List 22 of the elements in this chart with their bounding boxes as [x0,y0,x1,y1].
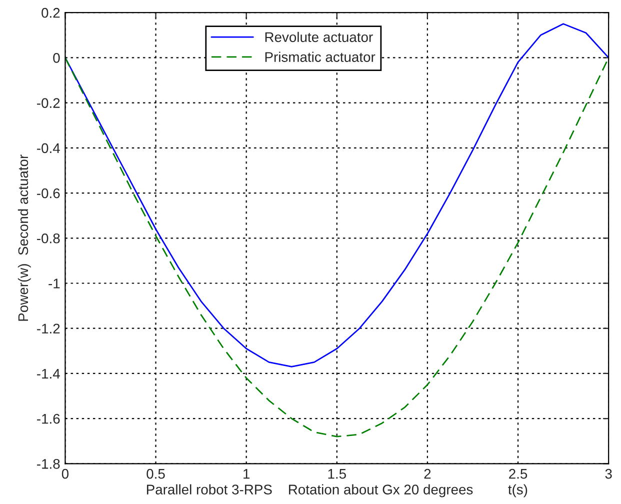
y-tick-label: -1.4 [37,368,60,378]
y-tick-label: -1 [48,278,60,288]
x-tick-label: 0 [62,468,69,479]
y-tick-label: -0.2 [37,98,60,108]
x-tick-label: 2 [424,468,431,479]
x-tick-label: 0.5 [146,468,165,479]
y-tick-label: -1.8 [37,459,60,469]
x-tick-label: 3 [605,468,612,479]
y-tick-label: 0 [53,53,60,63]
y-tick-label: -0.6 [37,188,60,198]
y-tick-label: -1.6 [37,414,60,424]
x-tick-label: 2.5 [509,468,528,479]
y-tick-label: -0.4 [37,143,60,154]
y-tick-label: -0.8 [37,233,60,244]
y-tick-label: -1.2 [37,324,60,334]
y-axis-title: Power(w) Second actuator [18,154,31,321]
legend-label: Revolute actuator [265,32,373,42]
x-tick-label: 1 [244,469,250,479]
x-tick-label: 1.5 [328,469,346,479]
y-tick-label: 0.2 [42,8,60,18]
legend-label: Prismatic actuator [265,52,376,62]
x-axis-title: Parallel robot 3-RPS Rotation about Gx 20 degrees t(s) [146,484,528,498]
